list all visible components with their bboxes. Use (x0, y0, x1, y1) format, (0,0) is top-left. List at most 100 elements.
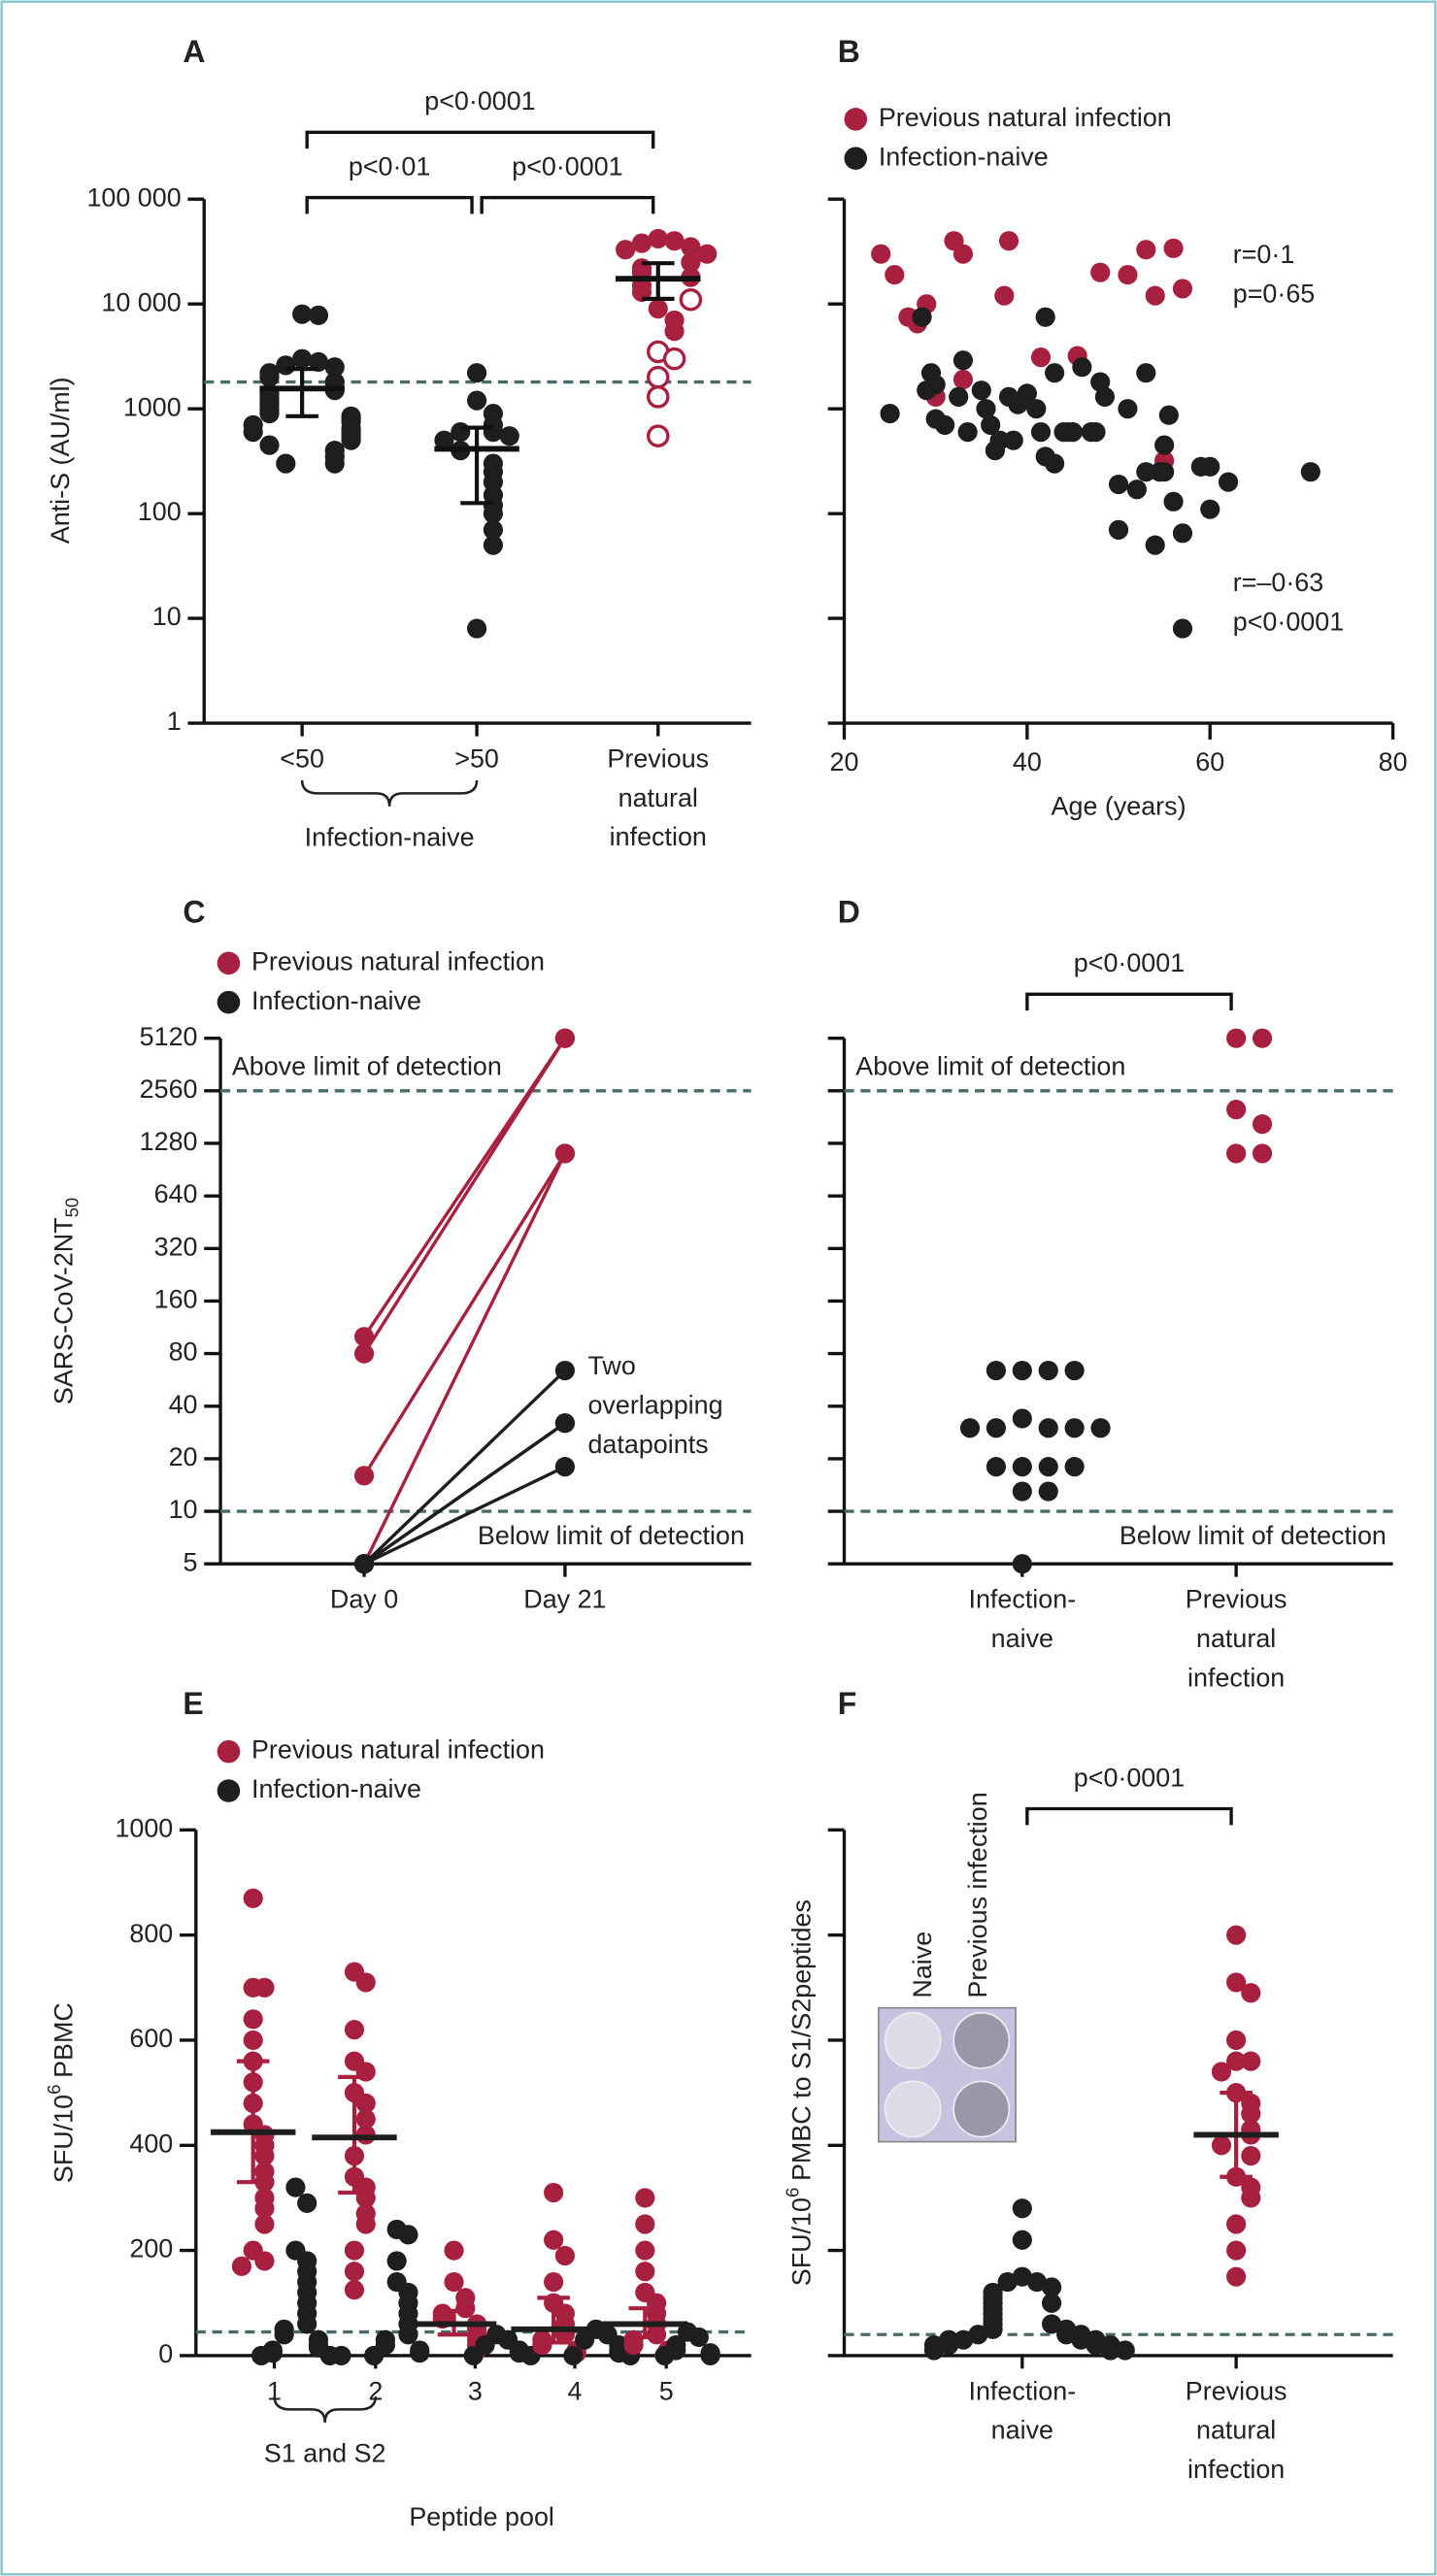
data-point (344, 2262, 365, 2282)
legend-label: Infection-naive (251, 986, 421, 1015)
data-point (259, 404, 280, 424)
data-point (912, 307, 932, 327)
y-tick-label: 1000 (115, 1813, 173, 1842)
data-point (1045, 453, 1065, 474)
y-axis-title-text: SFU/10 (787, 2197, 817, 2286)
data-point (1252, 1143, 1273, 1164)
data-point (1211, 2062, 1232, 2082)
data-point (276, 453, 296, 474)
inset-label: Naive (908, 1932, 937, 1998)
y-tick-label: 5120 (140, 1022, 198, 1051)
error-bar (460, 425, 493, 506)
data-point (243, 2009, 263, 2030)
p-value-label: p<0·0001 (424, 86, 535, 116)
data-point (1090, 372, 1111, 392)
data-point (697, 244, 718, 264)
data-point (544, 2272, 564, 2293)
inset-well (952, 2011, 1011, 2069)
data-point (1094, 386, 1116, 407)
data-point (935, 414, 955, 435)
data-point (952, 350, 974, 371)
open-point (679, 287, 703, 312)
data-point (1030, 422, 1052, 443)
data-point (254, 2146, 275, 2166)
legend-swatch (217, 951, 241, 975)
data-point (1241, 2051, 1261, 2071)
y-axis-title-rest: PBMC (49, 2002, 78, 2078)
data-point (353, 1554, 375, 1574)
panel-letter: A (183, 34, 205, 69)
data-point (1136, 363, 1156, 383)
data-point (1071, 2329, 1091, 2350)
legend-swatch (844, 108, 868, 131)
data-point (254, 2198, 275, 2219)
data-point (616, 240, 636, 260)
annotation-box: Two overlapping datapoints (587, 1353, 722, 1459)
data-point (344, 2020, 365, 2040)
y-tick-label: 320 (154, 1232, 198, 1261)
y-axis-title-rest: PMBC to S1/S2peptides (787, 1899, 817, 2181)
x-category-label-box: Previous natural infection (607, 746, 709, 852)
data-point (231, 2256, 251, 2276)
y-axis-title-sub: 50 (62, 1198, 83, 1218)
annotation: r=–0·63 (1233, 568, 1323, 597)
x-tick-label: 60 (1195, 747, 1224, 776)
data-point (1090, 262, 1111, 282)
brace-label: S1 and S2 (264, 2439, 386, 2468)
data-point (1100, 2340, 1120, 2361)
data-point (1038, 1457, 1058, 1477)
data-point (467, 618, 487, 639)
data-point (986, 1418, 1006, 1438)
threshold-label: Below limit of detection (1120, 1521, 1387, 1550)
data-point (467, 390, 487, 411)
pair-line (363, 1421, 566, 1566)
annotation: p<0·0001 (1233, 608, 1344, 637)
legend-label: Previous natural infection (879, 103, 1172, 132)
significance-bracket (305, 130, 655, 149)
data-point (1218, 472, 1239, 492)
data-point (1163, 491, 1184, 512)
data-point (648, 299, 668, 319)
data-point (1226, 1925, 1247, 1945)
brace (300, 779, 479, 807)
data-point (1115, 2340, 1135, 2361)
significance-bracket (1025, 1806, 1233, 1826)
data-point (635, 2262, 655, 2282)
data-point (1012, 1481, 1032, 1502)
y-tick-label: 640 (154, 1179, 198, 1208)
data-point (880, 404, 900, 424)
data-point (1026, 399, 1047, 419)
x-category-label: Infection-naive (968, 1586, 1077, 1654)
data-point (959, 1418, 981, 1438)
inset-label: Previous infection (963, 1792, 992, 1998)
data-point (344, 2280, 365, 2300)
panel-letter: B (838, 34, 860, 69)
y-tick-label: 800 (129, 1919, 173, 1948)
y-axis-title: Anti-S (AU/ml) (46, 377, 75, 544)
data-point (331, 2345, 351, 2365)
data-point (997, 2272, 1018, 2293)
data-point (1086, 2334, 1106, 2356)
error-bar (537, 2295, 570, 2345)
data-point (251, 2345, 272, 2365)
x-axis-title: Peptide pool (409, 2502, 554, 2531)
data-point (410, 2343, 430, 2363)
data-point (1172, 279, 1193, 299)
annotation: p=0·65 (1233, 280, 1315, 309)
data-point (1064, 1360, 1085, 1381)
data-point (1108, 519, 1129, 540)
data-point (1026, 2272, 1048, 2293)
data-point (1042, 2277, 1062, 2297)
data-point (635, 2214, 655, 2234)
y-axis-title-text: SFU/10 (49, 2095, 78, 2183)
data-point (1226, 2240, 1247, 2261)
data-point (1012, 2229, 1032, 2250)
data-point (925, 375, 946, 395)
x-category-label-box: <50 (280, 746, 324, 775)
data-point (353, 1466, 375, 1486)
panel-letter: D (838, 894, 860, 929)
data-point (1226, 1972, 1247, 1993)
